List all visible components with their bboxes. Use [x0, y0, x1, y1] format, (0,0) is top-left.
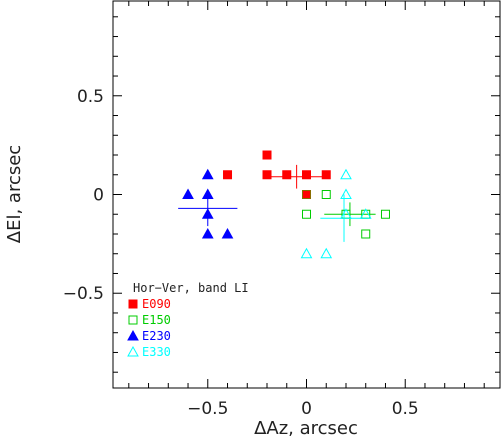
- e330-point: [320, 247, 333, 259]
- y-tick-label: −0.5: [63, 284, 104, 304]
- legend-label-e230: E230: [142, 329, 171, 343]
- axis-tick-labels: −0.5 0 0.5 −0.5 0 0.5: [63, 87, 419, 419]
- e150-point: [302, 209, 311, 219]
- legend-label-e330: E330: [142, 345, 171, 359]
- legend-label-e150: E150: [142, 313, 171, 327]
- e090-point: [262, 170, 272, 180]
- overlap-point: [302, 190, 311, 199]
- e230-point: [221, 227, 234, 239]
- axis-ticks: [113, 1, 500, 388]
- legend-marker-e230: [127, 329, 139, 341]
- e230-point: [201, 168, 214, 180]
- e090-point: [282, 170, 292, 180]
- e330-point: [300, 247, 313, 259]
- x-axis-label: ΔAz, arcsec: [254, 418, 358, 439]
- legend: Hor−Ver, band LI E090 E150 E230 E330: [127, 281, 249, 359]
- e330-point: [340, 208, 352, 219]
- data-points: [182, 150, 390, 259]
- e090-point: [302, 190, 311, 199]
- e230-point: [201, 188, 214, 199]
- e330-point: [340, 168, 352, 180]
- legend-marker-e090: [128, 299, 138, 309]
- legend-title: Hor−Ver, band LI: [133, 281, 249, 295]
- e090-point: [223, 170, 233, 180]
- e150-point: [361, 229, 371, 239]
- y-tick-label: 0.5: [77, 87, 104, 107]
- e150-point: [380, 209, 390, 219]
- e090-point: [321, 170, 331, 180]
- e230-point: [201, 227, 214, 239]
- e090-point: [302, 170, 311, 180]
- y-axis-label: ΔEl, arcsec: [4, 145, 25, 243]
- legend-marker-e330: [127, 345, 139, 357]
- x-tick-label: −0.5: [187, 399, 228, 419]
- e230-point: [182, 188, 194, 199]
- e090-point: [262, 150, 272, 160]
- e330-point: [359, 208, 372, 219]
- x-tick-label: 0: [301, 399, 312, 419]
- legend-label-e090: E090: [142, 297, 171, 311]
- e150-point: [321, 190, 331, 199]
- e330-point: [340, 188, 352, 199]
- y-tick-label: 0: [93, 186, 104, 206]
- legend-marker-e150: [128, 315, 138, 325]
- e230-point: [201, 208, 214, 219]
- x-tick-label: 0.5: [392, 399, 419, 419]
- legend-items: E090 E150 E230 E330: [127, 297, 171, 359]
